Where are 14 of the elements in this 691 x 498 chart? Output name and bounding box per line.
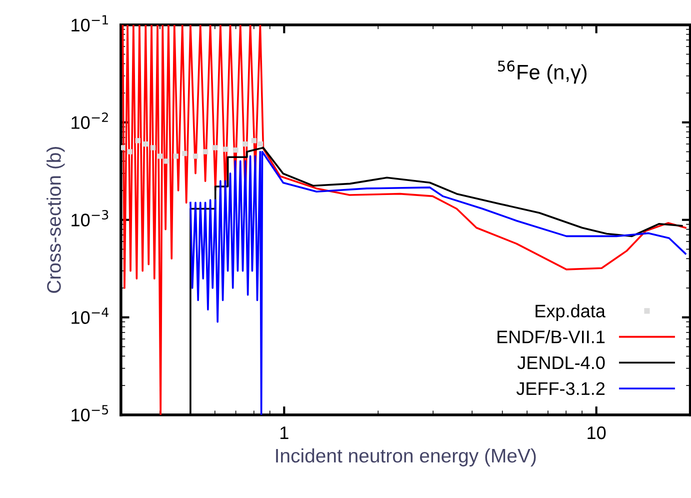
y-tick-label: 10$^{−4}$ [72,308,108,324]
y-axis-title: Cross-section (b) [46,147,65,293]
y-tick-label: 10$^{−2}$ [72,112,108,129]
legend-label: JENDL-4.0 [517,356,605,370]
x-axis-title: Incident neutron energy (MeV) [276,448,536,466]
y-tick-label: 10$^{−3}$ [72,210,108,226]
y-tick-label: 10$^{−5}$ [72,405,108,422]
annotation: $^{56}$Fe (n,γ) [498,60,587,84]
legend-label: JEFF-3.1.2 [516,382,605,396]
x-tick-label: 10 [588,426,606,440]
legend-label: ENDF/B-VII.1 [498,330,605,344]
legend-label: Exp.data [536,304,606,322]
x-tick-label: 1 [280,426,288,440]
y-tick-label: 10$^{−1}$ [72,15,108,32]
